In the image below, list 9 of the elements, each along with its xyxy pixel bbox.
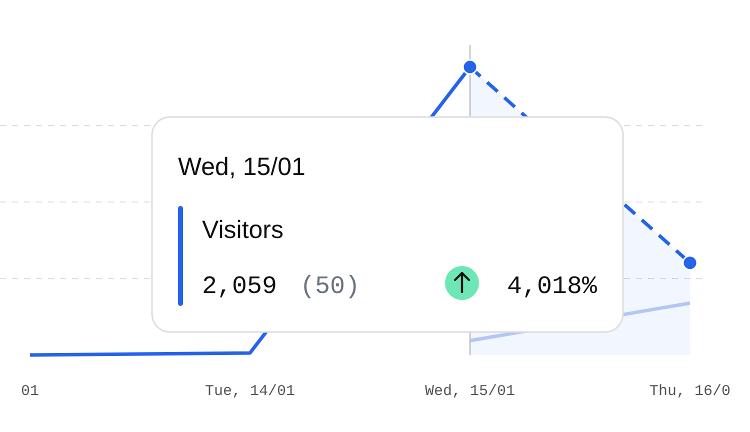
annotation: Wed, 15/01 bbox=[178, 153, 306, 181]
annotation: Visitors bbox=[202, 216, 284, 244]
x-tick-label: Wed, 15/01 bbox=[424, 383, 516, 400]
annotation: 2,059 bbox=[202, 272, 278, 301]
x-tick-label: Tue, 14/01 bbox=[204, 383, 296, 400]
x-tick-label: Thu, 16/0 bbox=[649, 383, 731, 400]
x-tick-label: 01 bbox=[20, 383, 40, 400]
annotation: (50) bbox=[300, 272, 360, 301]
annotation: 4,018% bbox=[506, 272, 598, 301]
